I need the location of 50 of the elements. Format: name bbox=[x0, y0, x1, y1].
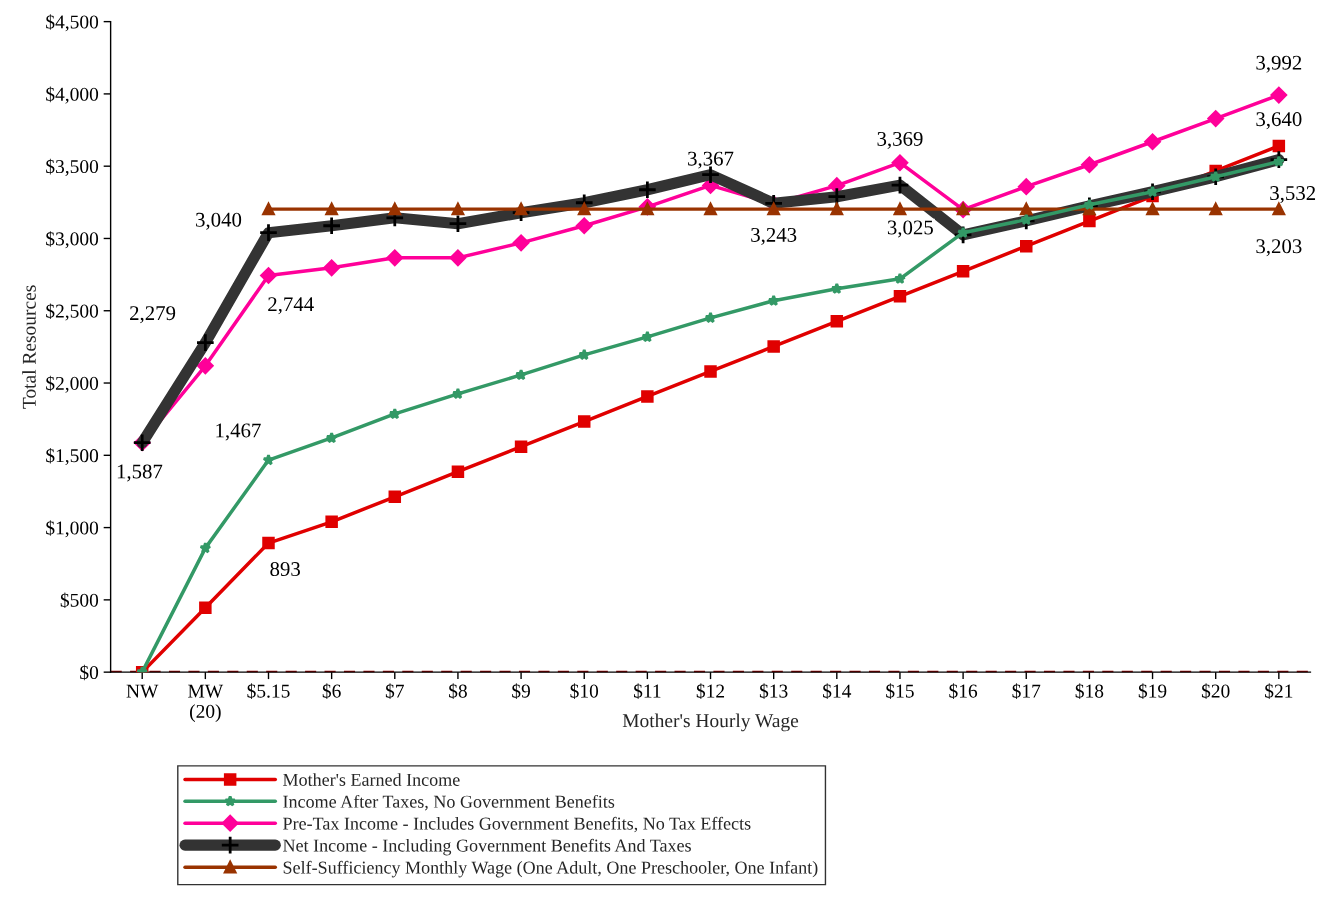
x-tick-label: $14 bbox=[823, 683, 852, 699]
legend-label: Self-Sufficiency Monthly Wage (One Adult, One Preschooler, One Infant) bbox=[283, 860, 818, 878]
data-label: 2,744 bbox=[268, 297, 314, 315]
legend-label: Mother's Earned Income bbox=[283, 773, 460, 786]
x-tick-label: $12 bbox=[696, 683, 725, 699]
data-label: 3,640 bbox=[1256, 112, 1302, 130]
data-label: 893 bbox=[270, 561, 300, 577]
x-tick-label: $13 bbox=[759, 683, 788, 699]
x-tick-label: $17 bbox=[1012, 683, 1041, 699]
data-label: 3,369 bbox=[877, 131, 923, 149]
y-axis-title: Total Resources bbox=[22, 285, 36, 409]
data-label: 1,467 bbox=[216, 423, 261, 441]
x-tick-label: $18 bbox=[1075, 683, 1104, 699]
data-label: 2,279 bbox=[130, 306, 176, 324]
data-label: 3,992 bbox=[1256, 55, 1302, 73]
x-tick-label: $8 bbox=[449, 683, 467, 699]
data-label: 3,243 bbox=[751, 227, 797, 245]
x-tick-label: $9 bbox=[512, 683, 531, 699]
data-label: 3,025 bbox=[887, 220, 933, 238]
data-label: 3,367 bbox=[688, 151, 734, 169]
y-tick-label: $2,000 bbox=[46, 375, 99, 393]
x-tick-label: $7 bbox=[385, 683, 404, 699]
y-tick-label: $4,000 bbox=[46, 86, 99, 104]
x-tick-label: $10 bbox=[570, 683, 599, 699]
y-tick-label: $500 bbox=[60, 592, 99, 609]
y-tick-label: $0 bbox=[80, 664, 99, 681]
legend-label: Pre-Tax Income - Includes Government Benefits, No Tax Effects bbox=[283, 816, 751, 833]
x-tick-label: $6 bbox=[322, 683, 341, 699]
y-tick-label: $4,500 bbox=[46, 14, 99, 32]
y-tick-label: $1,000 bbox=[46, 520, 99, 538]
x-tick-label: MW (20) bbox=[188, 684, 224, 722]
x-tick-label: $16 bbox=[949, 683, 978, 699]
y-tick-label: $1,500 bbox=[46, 447, 99, 466]
x-tick-label: $15 bbox=[886, 683, 914, 699]
x-tick-label: $20 bbox=[1201, 683, 1230, 699]
data-label: 3,203 bbox=[1256, 239, 1302, 257]
x-tick-label: $19 bbox=[1138, 683, 1167, 699]
data-label: 1,587 bbox=[117, 464, 163, 482]
x-tick-label: $5.15 bbox=[247, 683, 290, 699]
x-tick-label: $21 bbox=[1265, 683, 1293, 699]
x-axis-title: Mother's Hourly Wage bbox=[622, 713, 799, 732]
legend-label: Net Income - Including Government Benefits And Taxes bbox=[283, 838, 691, 856]
data-label: 3,532 bbox=[1270, 186, 1316, 204]
data-label: 3,040 bbox=[196, 212, 242, 230]
y-tick-label: $3,500 bbox=[46, 158, 99, 176]
x-tick-label: $11 bbox=[633, 683, 661, 699]
legend-label: Income After Taxes, No Government Benefits bbox=[283, 794, 615, 811]
y-tick-label: $3,000 bbox=[46, 231, 99, 249]
y-tick-label: $2,500 bbox=[46, 303, 99, 321]
x-tick-label: NW bbox=[126, 684, 159, 698]
